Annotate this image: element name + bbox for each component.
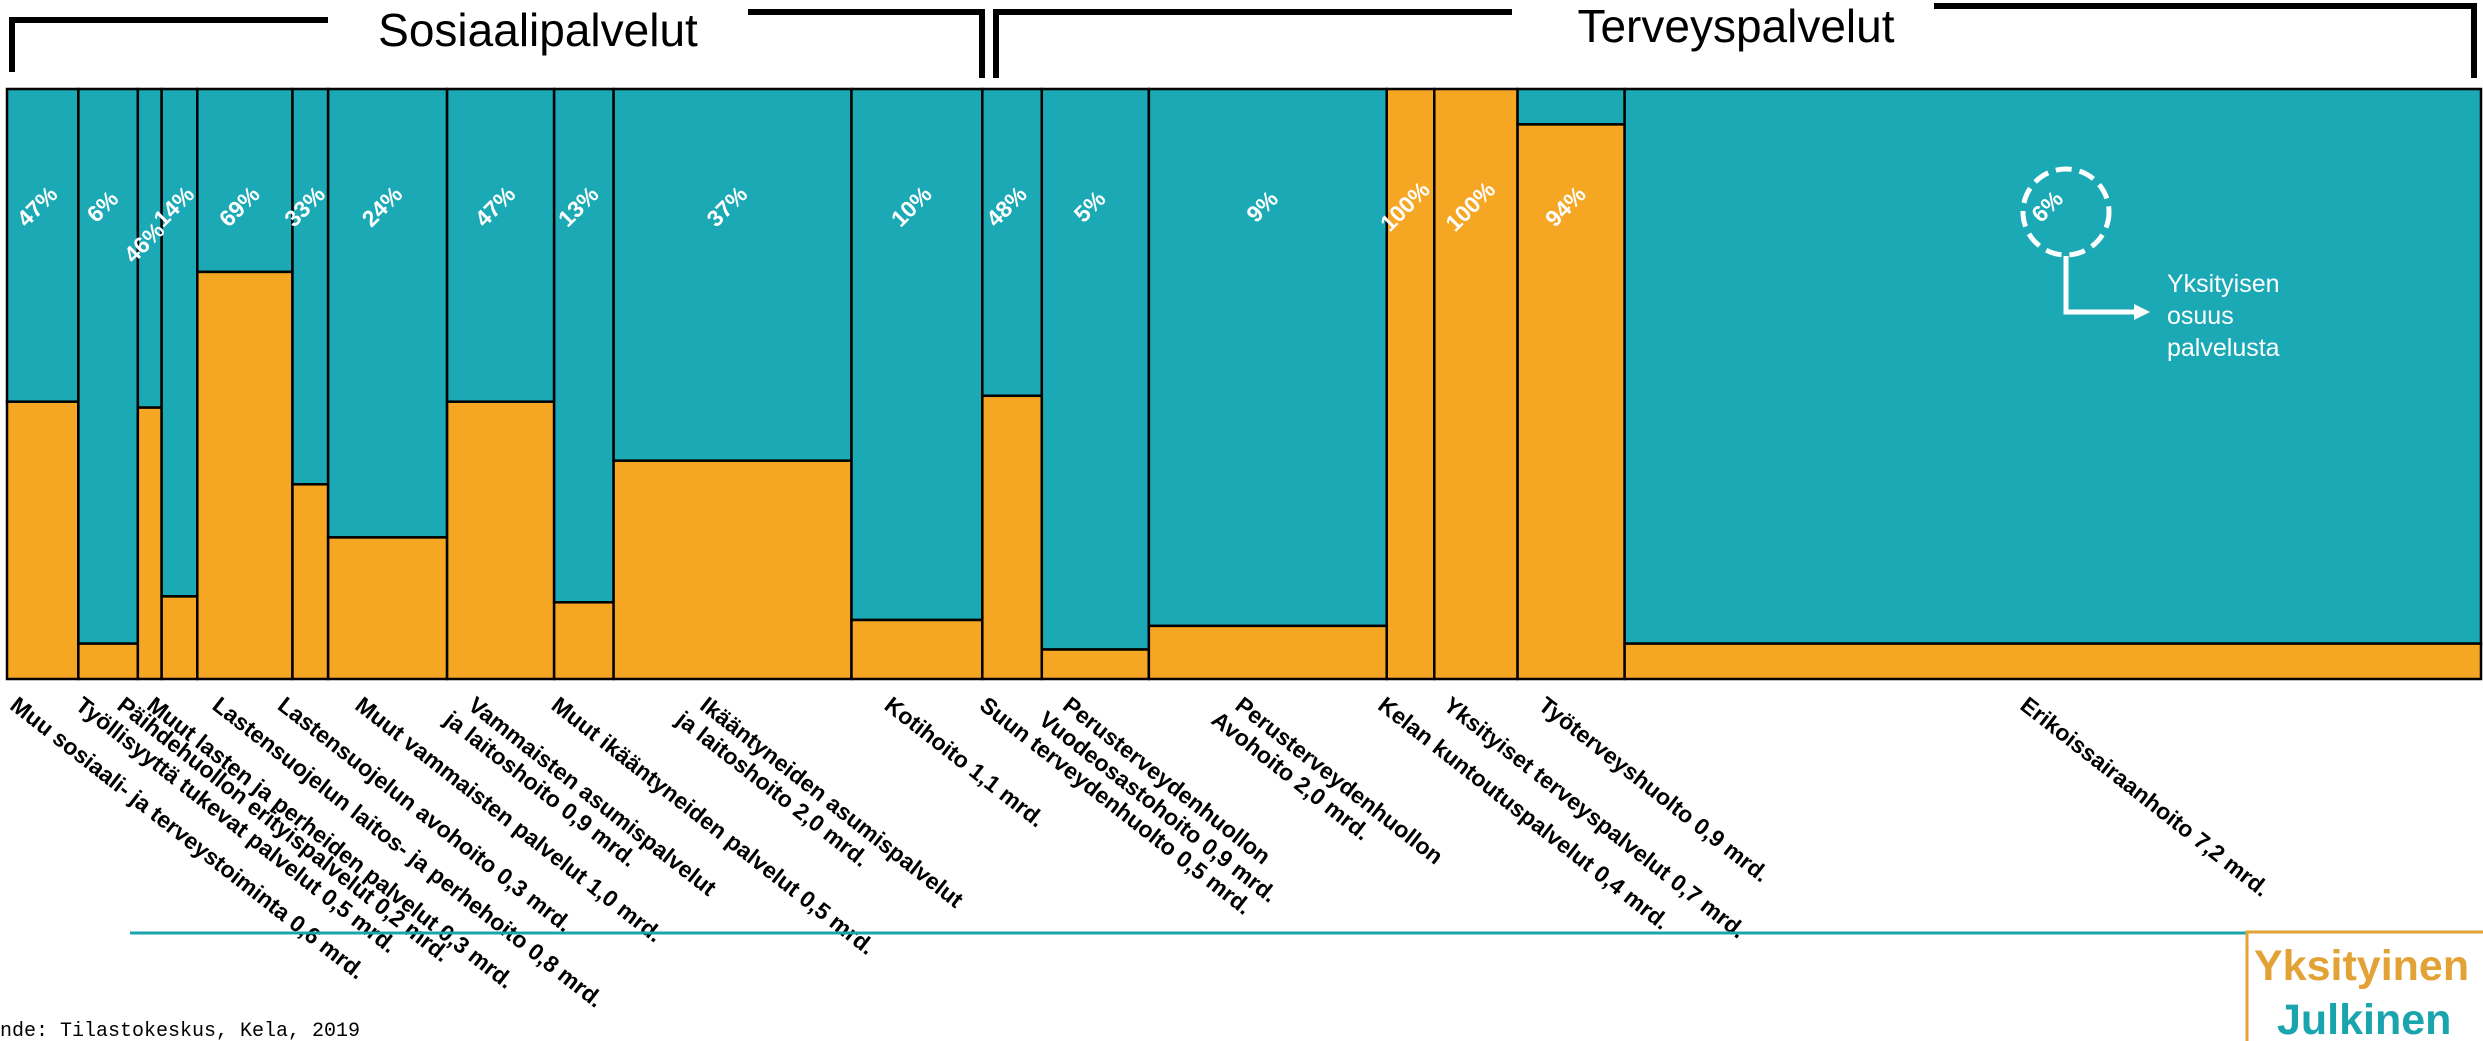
bar-segment-private [445, 400, 556, 681]
group-title-social: Sosiaalipalvelut [378, 4, 698, 56]
bar-segment-private [291, 483, 330, 681]
bar-segment-public [552, 87, 615, 604]
legend-public: Julkinen [2277, 996, 2451, 1041]
callout-text-line1: Yksityisen [2167, 270, 2280, 298]
bar-segment-private [981, 394, 1044, 681]
callout-text-line3: palvelusta [2167, 334, 2280, 362]
bar-column [160, 87, 199, 681]
source-note: nde: Tilastokeskus, Kela, 2019 [0, 1020, 360, 1041]
bar-column [850, 87, 984, 681]
bar-segment-public [196, 87, 294, 274]
bar-segment-private [1516, 123, 1626, 681]
group-title-health: Terveyspalvelut [1577, 0, 1894, 52]
bar-column [136, 87, 163, 681]
bars-layer [5, 87, 2483, 681]
bar-column [326, 87, 449, 681]
bracket-social-left [9, 17, 328, 72]
group-bracket-health: Terveyspalvelut [993, 0, 2477, 78]
bar-segment-public [326, 87, 449, 539]
bar-segment-private [552, 601, 615, 681]
bar-segment-private [1433, 87, 1519, 681]
bracket-social-right [748, 9, 985, 78]
arrow-head-icon [2134, 304, 2150, 320]
bar-column [1433, 87, 1519, 681]
bar-segment-private [326, 536, 449, 681]
bar-segment-public [1147, 87, 1388, 628]
bar-segment-public [5, 87, 80, 403]
bar-segment-private [160, 595, 199, 681]
category-label: Kotihoito 1,1 mrd. [880, 691, 1050, 832]
category-label: Erikoissairaanhoito 7,2 mrd. [2016, 691, 2275, 901]
bar-column [445, 87, 556, 681]
bar-segment-private [5, 400, 80, 681]
bar-segment-private [1385, 87, 1436, 681]
bar-column [77, 87, 140, 681]
legend-private: Yksityinen [2254, 942, 2469, 990]
bar-segment-public [1516, 87, 1626, 126]
bar-column [612, 87, 853, 681]
bar-segment-private [1623, 642, 2483, 681]
bar-segment-private [1147, 624, 1388, 681]
bar-segment-private [612, 459, 853, 681]
bar-segment-private [136, 406, 163, 681]
bar-segment-public [1040, 87, 1151, 651]
bar-segment-public [981, 87, 1044, 398]
bar-segment-public [612, 87, 853, 462]
bar-segment-private [77, 642, 140, 681]
bar-column [291, 87, 330, 681]
category-label: Kelan kuntoutuspalvelut 0,4 mrd. [1373, 691, 1674, 934]
legend-box [2245, 930, 2483, 1041]
bar-segment-private [850, 618, 984, 681]
callout-arrow-line [2063, 256, 2134, 315]
legend: Yksityinen Julkinen [2245, 930, 2483, 1041]
bar-segment-public [850, 87, 984, 622]
bar-segment-public [445, 87, 556, 403]
private-share-callout: Yksityisen osuus palvelusta [2020, 166, 2280, 362]
callout-circle [2020, 166, 2112, 258]
bar-column [1623, 87, 2483, 681]
bar-segment-public [77, 87, 140, 645]
bar-column [981, 87, 1044, 681]
bar-column [1040, 87, 1151, 681]
bracket-health-right [1934, 3, 2477, 78]
bar-column [552, 87, 615, 681]
bar-segment-private [1040, 648, 1151, 681]
bar-segment-public [291, 87, 330, 486]
category-labels-layer: Muu sosiaali- ja terveystoiminta 0,6 mrd… [6, 691, 2275, 1012]
bar-column [1516, 87, 1626, 681]
bar-segment-public [1623, 87, 2483, 645]
callout-text-line2: osuus [2167, 302, 2234, 330]
group-bracket-social: Sosiaalipalvelut [9, 4, 985, 78]
bracket-health-left [993, 9, 1512, 78]
bar-segment-public [160, 87, 199, 598]
bar-column [5, 87, 80, 681]
bar-column [1385, 87, 1436, 681]
bar-segment-private [196, 270, 294, 681]
bar-column [196, 87, 294, 681]
bar-column [1147, 87, 1388, 681]
